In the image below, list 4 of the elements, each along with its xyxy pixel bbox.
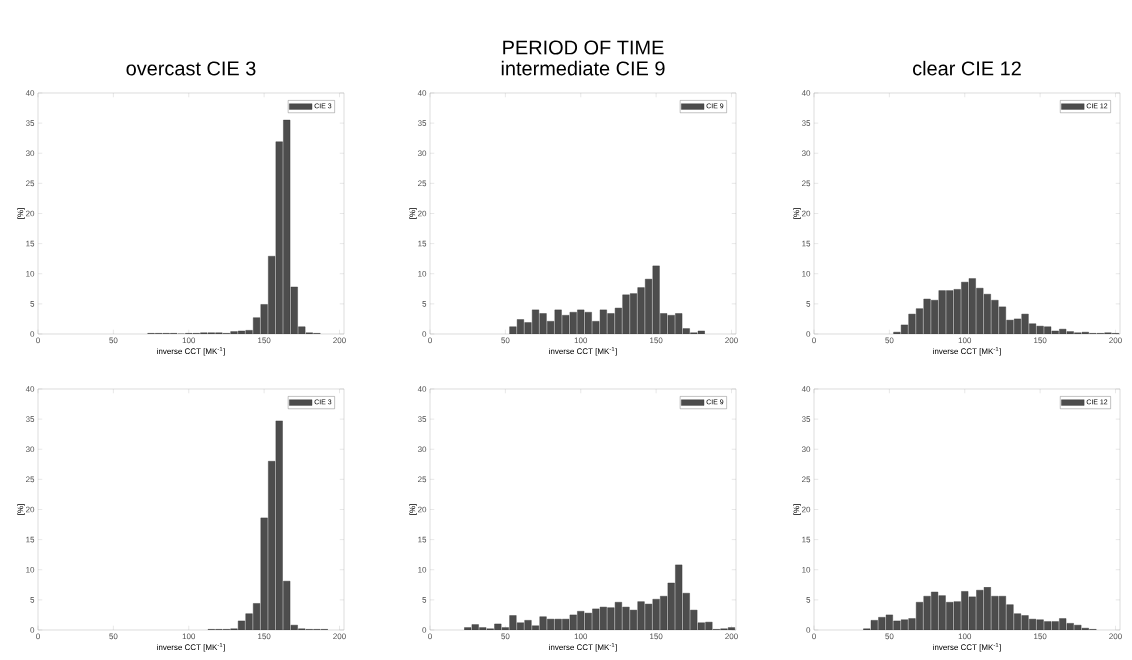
chart-subtitle: intermediate CIE 9 [501,60,665,76]
chart-title: overcast CIE 3 [126,61,256,76]
chart-title: PERIOD OF TIME [503,40,664,55]
chart-title: clear CIE 12 [913,60,1021,76]
